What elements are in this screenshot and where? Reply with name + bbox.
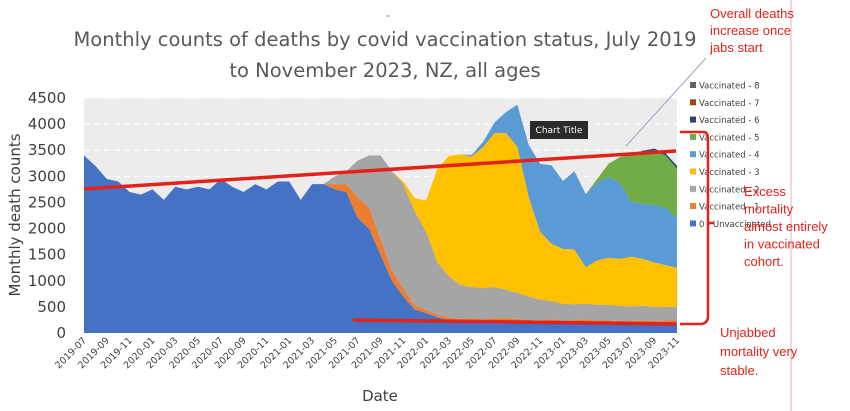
legend-entry[interactable]: Vaccinated - 4 [699, 151, 760, 161]
trend-line-unvaccinated [352, 318, 677, 326]
legend-swatch [690, 133, 696, 140]
legend-entry[interactable]: Vaccinated - 3 [699, 168, 760, 178]
legend-swatch [690, 185, 696, 192]
chart-title-badge-label: Chart Title [536, 126, 583, 136]
area-series-0 [84, 155, 677, 333]
legend-entry[interactable]: Vaccinated - 5 [699, 133, 760, 143]
annotation-excess-line: almost entirely [744, 219, 828, 234]
y-axis-label: Monthly death counts [6, 133, 24, 296]
legend-entry[interactable]: Vaccinated - 6 [699, 116, 760, 126]
legend-entry[interactable]: Vaccinated - 2 [699, 185, 760, 195]
annotation-unjabbed-line: mortality very [720, 344, 798, 359]
legend-entry[interactable]: 0 - Unvaccinated [699, 220, 771, 230]
annotation-excess-line: Excess [744, 184, 786, 199]
top-mark [386, 15, 390, 17]
annotation-overall-line: increase once [710, 23, 791, 38]
trend-line-total [83, 149, 677, 191]
chart-title-line-2: to November 2023, NZ, all ages [229, 59, 540, 82]
area-series-3 [84, 132, 677, 307]
x-axis-label: Date [362, 387, 398, 405]
chart-title: Monthly counts of deaths by covid vaccin… [73, 28, 696, 82]
annotation-excess-line: mortality [744, 202, 794, 217]
area-series-2 [84, 155, 677, 321]
legend[interactable]: Vaccinated - 8 Vaccinated - 7 Vaccinated -… [690, 82, 771, 230]
stacked-areas [84, 104, 677, 333]
y-tick-label: 500 [37, 298, 66, 316]
legend-entry[interactable]: Vaccinated - 8 [699, 82, 760, 92]
y-tick-label: 3000 [28, 167, 66, 185]
pointer-line [625, 57, 707, 147]
y-tick-label: 2500 [28, 193, 66, 211]
x-axis-ticks: 2019-072019-092019-112020-012020-032020-… [53, 335, 682, 371]
legend-swatch [690, 220, 696, 227]
annotation-overall-line: jabs start [709, 40, 763, 55]
chart-title-line-1: Monthly counts of deaths by covid vaccin… [73, 28, 696, 51]
legend-swatch [690, 99, 696, 106]
annotation-overlays: Chart Title Overall deaths increase once j… [83, 0, 828, 411]
legend-swatch [690, 116, 696, 123]
legend-swatch [690, 203, 696, 210]
legend-swatch [690, 151, 696, 158]
y-tick-label: 0 [56, 324, 66, 342]
area-series-4 [84, 104, 677, 268]
y-tick-label: 2000 [28, 220, 66, 238]
y-tick-label: 4000 [28, 115, 66, 133]
annotation-excess-line: in vaccinated [744, 237, 820, 252]
legend-entry[interactable]: Vaccinated - 1 [699, 203, 760, 213]
legend-swatch [690, 82, 696, 88]
legend-swatch [690, 168, 696, 175]
excess-bracket [680, 130, 714, 326]
annotation-overall-line: Overall deaths [710, 6, 794, 21]
annotation-unjabbed-line: stable. [720, 363, 758, 378]
legend-entry[interactable]: Vaccinated - 7 [699, 99, 760, 109]
annotation-excess-line: cohort. [744, 254, 784, 269]
y-tick-label: 4500 [28, 89, 66, 107]
chart-title-badge [530, 121, 588, 139]
y-tick-label: 1000 [28, 272, 66, 290]
y-tick-label: 3500 [28, 141, 66, 159]
y-axis-ticks: 0 500 1000 1500 2000 2500 3000 3500 4000 4500 [28, 89, 66, 342]
y-tick-label: 1500 [28, 246, 66, 264]
area-series-1 [84, 155, 677, 324]
annotation-unjabbed-line: Unjabbed [720, 325, 776, 340]
